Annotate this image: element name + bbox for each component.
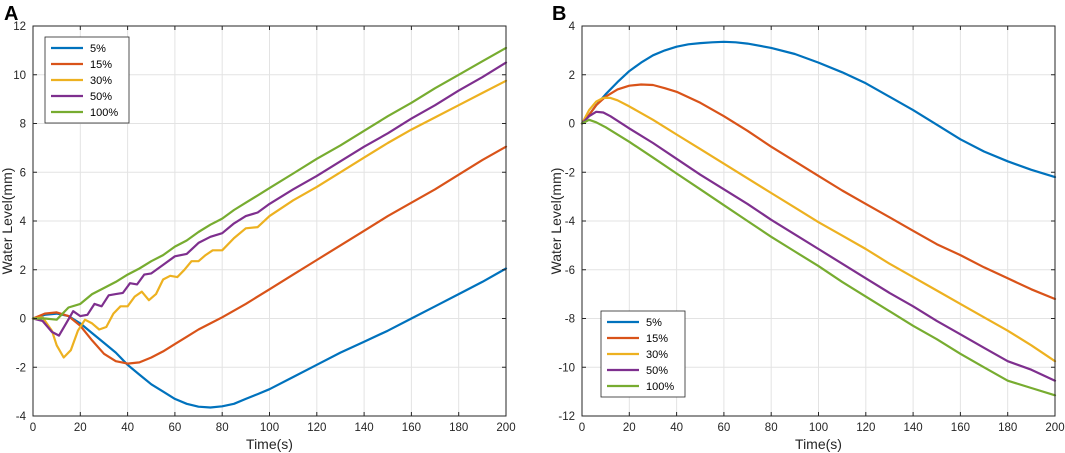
- y-tick-label: 4: [569, 21, 576, 33]
- y-tick-label: 10: [13, 70, 26, 82]
- y-tick-label: -2: [565, 167, 575, 179]
- x-tick-label: 20: [623, 422, 636, 434]
- y-tick-label: -4: [16, 411, 27, 423]
- panel-b: B0 20 40 60 80 100 120 140 160 180 200-12-10-8-6-4…: [548, 3, 1065, 452]
- legend-label: 5%: [646, 317, 662, 329]
- x-axis-label: Time(s): [246, 436, 293, 452]
- legend-label: 15%: [646, 333, 668, 345]
- y-tick-label: 6: [20, 167, 26, 179]
- x-tick-label: 160: [951, 422, 970, 434]
- x-tick-label: 120: [307, 422, 326, 434]
- legend-label: 50%: [90, 91, 112, 103]
- x-tick-label: 200: [496, 422, 515, 434]
- y-tick-label: -8: [565, 314, 575, 326]
- x-tick-label: 140: [355, 422, 374, 434]
- x-tick-label: 80: [216, 422, 229, 434]
- y-tick-label: -6: [565, 265, 575, 277]
- panel-letter: A: [4, 3, 18, 25]
- legend-label: 50%: [646, 365, 668, 377]
- x-tick-label: 160: [402, 422, 421, 434]
- x-tick-label: 80: [765, 422, 778, 434]
- series-line-50pct: [580, 110, 1057, 382]
- x-tick-label: 60: [169, 422, 182, 434]
- y-axis-label: Water Level(mm): [0, 168, 15, 275]
- y-tick-label: 8: [20, 119, 26, 131]
- series-line-15pct: [580, 83, 1057, 301]
- panel-a: A 0 20 40 60 80 100 120 140 160 180 200 -4 -2 0 2 4 6 8 10 1…: [0, 3, 516, 452]
- y-tick-label: -2: [16, 362, 26, 374]
- y-tick-label: 12: [13, 21, 26, 33]
- x-tick-label: 100: [809, 422, 828, 434]
- x-tick-label: 140: [904, 422, 923, 434]
- legend-label: 100%: [646, 381, 674, 393]
- y-axis-label: Water Level(mm): [548, 168, 564, 275]
- x-tick-label: 20: [74, 422, 87, 434]
- legend-label: 100%: [90, 107, 118, 119]
- x-tick-label: 200: [1045, 422, 1064, 434]
- panel-letter: B: [552, 3, 566, 25]
- x-tick-label: 180: [449, 422, 468, 434]
- legend-label: 5%: [90, 43, 106, 55]
- legend-label: 15%: [90, 59, 112, 71]
- y-tick-label: 4: [20, 216, 27, 228]
- series-line-30pct: [31, 79, 508, 359]
- y-tick-label: 0: [20, 314, 26, 326]
- x-tick-label: 120: [856, 422, 875, 434]
- y-tick-label: -12: [558, 411, 575, 423]
- x-tick-label: 40: [670, 422, 683, 434]
- y-tick-label: -10: [558, 362, 575, 374]
- x-tick-label: 0: [579, 422, 585, 434]
- series-line-5pct: [580, 40, 1057, 179]
- series-line-100pct: [580, 118, 1057, 397]
- x-tick-label: 180: [998, 422, 1017, 434]
- x-tick-label: 40: [121, 422, 134, 434]
- legend-label: 30%: [646, 349, 668, 361]
- x-tick-label: 100: [260, 422, 279, 434]
- y-tick-label: 0: [569, 119, 575, 131]
- x-tick-label: 60: [718, 422, 731, 434]
- legend-label: 30%: [90, 75, 112, 87]
- legend: 5% 15% 30% 50% 100%: [600, 310, 686, 398]
- y-tick-label: 2: [569, 70, 575, 82]
- legend: 5% 15% 30% 50% 100%: [44, 36, 130, 124]
- series-line-30pct: [580, 96, 1057, 363]
- x-tick-label: 0: [30, 422, 36, 434]
- y-tick-label: -4: [565, 216, 576, 228]
- series-line-100pct: [31, 46, 508, 321]
- x-axis-label: Time(s): [795, 436, 842, 452]
- series-line-50pct: [31, 61, 508, 337]
- series-line-5pct: [31, 267, 508, 409]
- y-tick-label: 2: [20, 265, 26, 277]
- series-line-15pct: [31, 145, 508, 365]
